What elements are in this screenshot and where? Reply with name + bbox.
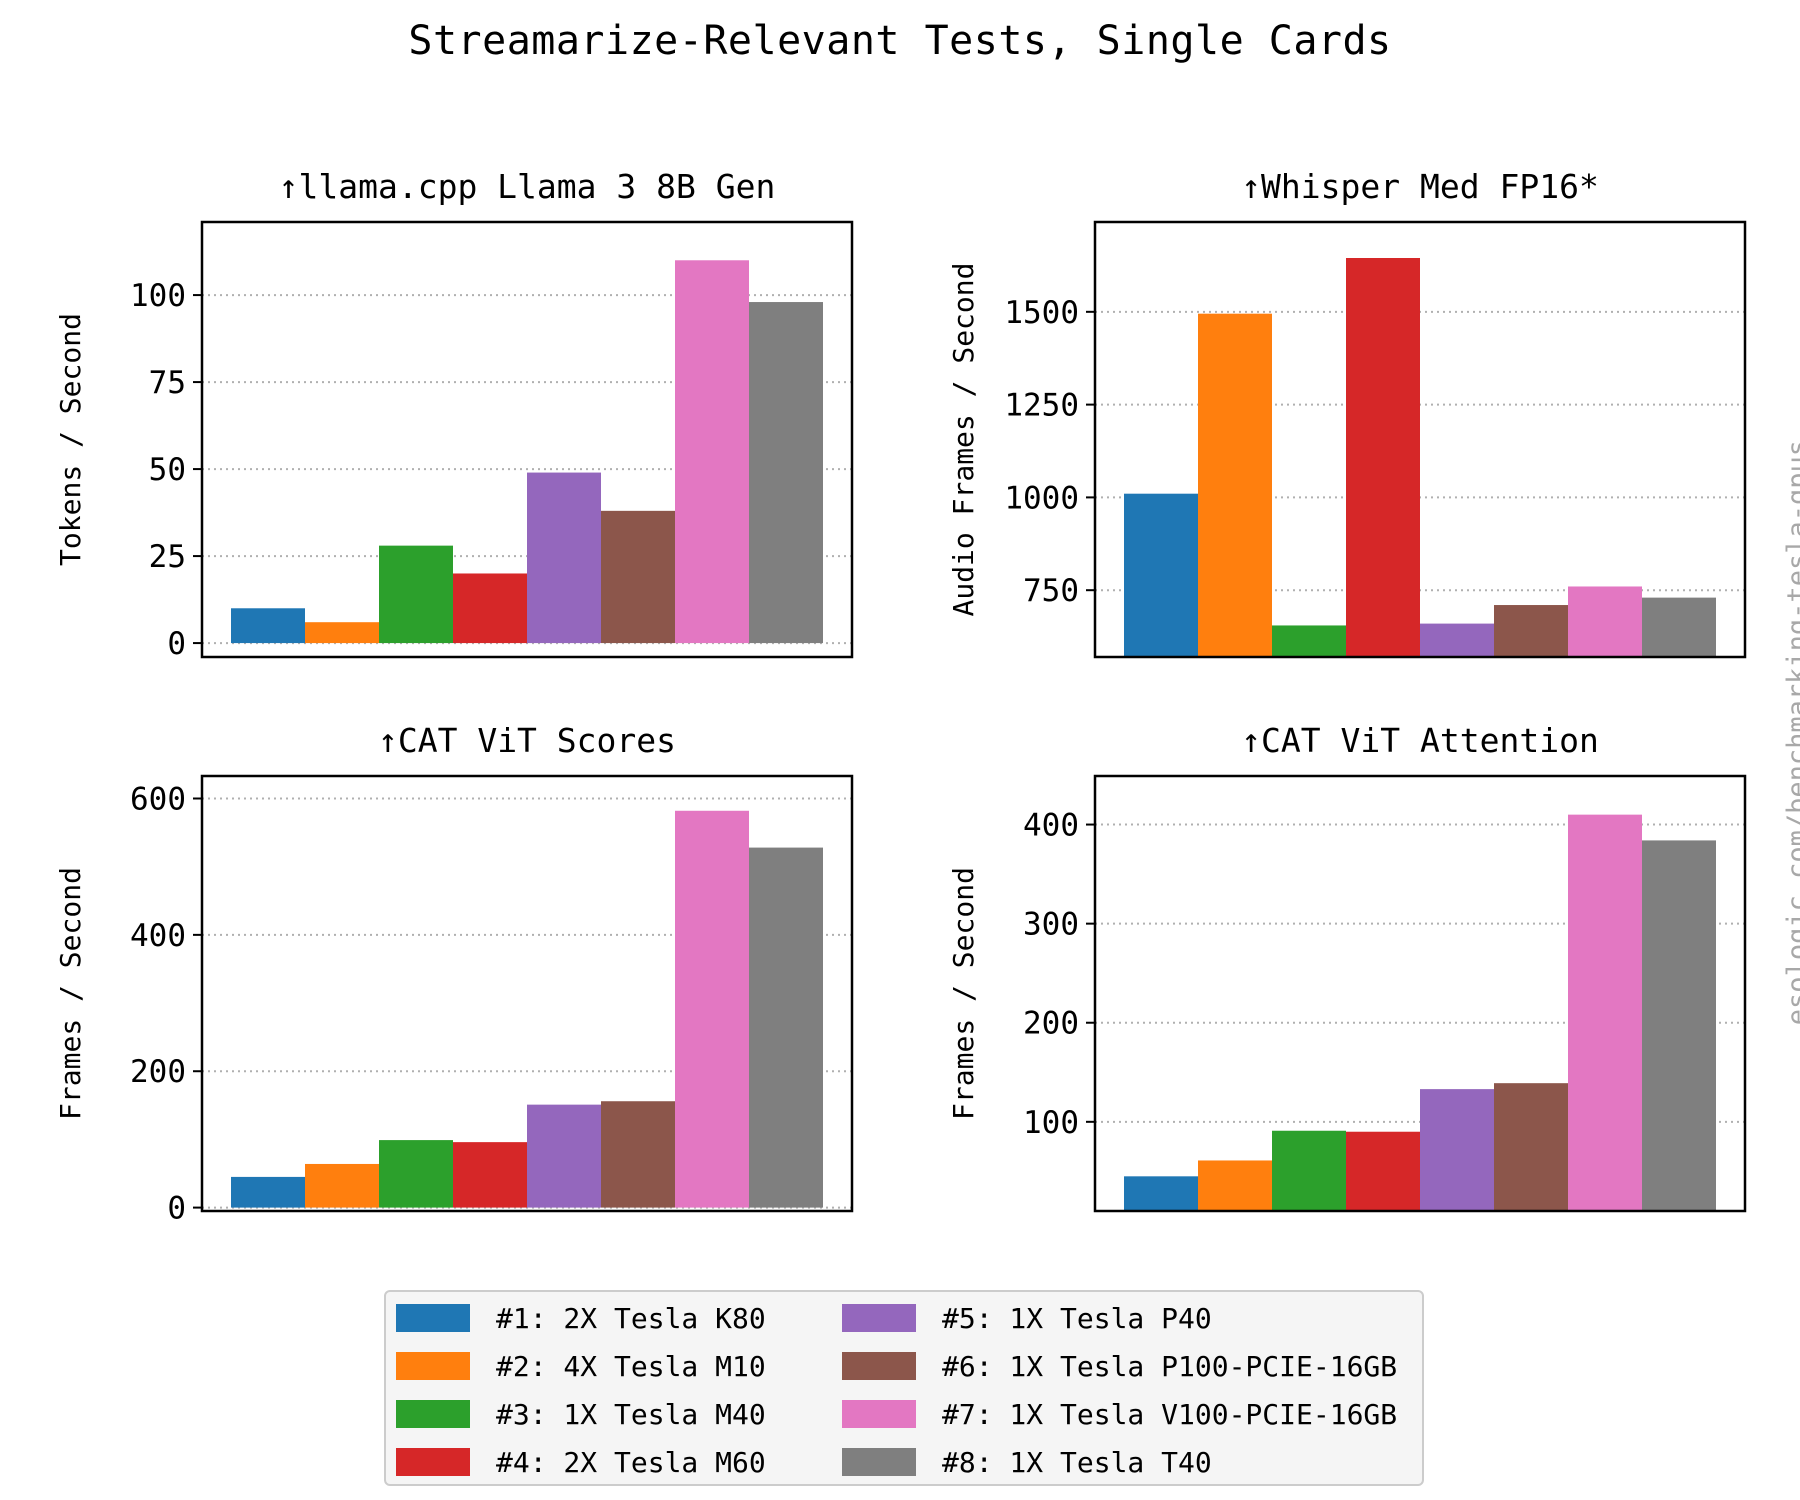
chart-1-ytick-label: 25 bbox=[149, 539, 186, 575]
chart-3-title: ↑CAT ViT Scores bbox=[378, 721, 676, 760]
chart-4-bar-2 bbox=[1198, 1160, 1272, 1211]
legend-item: #5: 1X Tesla P40 bbox=[842, 1301, 1212, 1335]
chart-3-ytick-label: 200 bbox=[130, 1054, 186, 1090]
legend-item: #4: 2X Tesla M60 bbox=[396, 1445, 766, 1479]
legend: #1: 2X Tesla K80 #2: 4X Tesla M10 #3: 1X T… bbox=[384, 1290, 1424, 1486]
chart-1-bar-3 bbox=[379, 545, 453, 644]
chart-3-bar-7 bbox=[675, 810, 749, 1208]
chart-2-bar-2 bbox=[1198, 313, 1272, 657]
chart-4-bar-8 bbox=[1642, 840, 1716, 1211]
chart-3-axes-frame bbox=[200, 774, 854, 1213]
chart-1-ytick-label: 75 bbox=[149, 365, 186, 401]
chart-1-bar-5 bbox=[527, 472, 601, 644]
chart-4-ytick-label: 100 bbox=[1023, 1105, 1079, 1141]
chart-4-axes-frame bbox=[1093, 774, 1747, 1213]
chart-2-ytick-label: 1000 bbox=[1004, 480, 1079, 516]
chart-3-bar-8 bbox=[749, 847, 823, 1208]
chart-1-title: ↑llama.cpp Llama 3 8B Gen bbox=[279, 167, 776, 206]
legend-label: #8: 1X Tesla T40 bbox=[942, 1445, 1212, 1479]
chart-4-title: ↑CAT ViT Attention bbox=[1241, 721, 1599, 760]
legend-item: #2: 4X Tesla M10 bbox=[396, 1349, 766, 1383]
chart-2-axes-frame bbox=[1093, 220, 1747, 659]
chart-2-bar-4 bbox=[1346, 258, 1420, 657]
chart-1-ytick-label: 0 bbox=[167, 626, 186, 662]
chart-4-bar-7 bbox=[1568, 814, 1642, 1211]
chart-3-ytick-label: 0 bbox=[167, 1191, 186, 1227]
chart-2-ytick-label: 750 bbox=[1023, 573, 1079, 609]
chart-2-ytick-label: 1250 bbox=[1004, 388, 1079, 424]
chart-1-ylabel: Tokens / Second bbox=[54, 313, 87, 566]
legend-item: #7: 1X Tesla V100-PCIE-16GB bbox=[842, 1397, 1398, 1431]
chart-4-ylabel: Frames / Second bbox=[947, 867, 980, 1120]
legend-label: #2: 4X Tesla M10 bbox=[496, 1349, 766, 1383]
chart-3-bar-6 bbox=[601, 1101, 675, 1208]
chart-3-bar-5 bbox=[527, 1104, 601, 1208]
chart-3-bar-4 bbox=[453, 1142, 527, 1208]
chart-2-ylabel: Audio Frames / Second bbox=[947, 262, 980, 616]
chart-3-ylabel: Frames / Second bbox=[54, 867, 87, 1120]
legend-label: #1: 2X Tesla K80 bbox=[496, 1301, 766, 1335]
legend-swatch bbox=[842, 1304, 916, 1332]
legend-label: #5: 1X Tesla P40 bbox=[942, 1301, 1212, 1335]
chart-1-bar-6 bbox=[601, 510, 675, 644]
chart-4-bar-5 bbox=[1420, 1089, 1494, 1211]
chart-3-bar-2 bbox=[305, 1163, 379, 1208]
chart-2-ytick-label: 1500 bbox=[1004, 295, 1079, 331]
chart-2-bar-5 bbox=[1420, 623, 1494, 657]
charts-svg: ↑llama.cpp Llama 3 8B Gen 0 25 50 75 100 Token… bbox=[54, 167, 1747, 1227]
chart-4-bar-4 bbox=[1346, 1131, 1420, 1211]
chart-1-axes-frame bbox=[200, 220, 854, 659]
chart-3-ytick-label: 400 bbox=[130, 918, 186, 954]
chart-2-bar-7 bbox=[1568, 586, 1642, 657]
chart-4-bar-3 bbox=[1272, 1130, 1346, 1211]
chart-4-ytick-label: 300 bbox=[1023, 907, 1079, 943]
legend-item: #1: 2X Tesla K80 bbox=[396, 1301, 766, 1335]
legend-swatch bbox=[396, 1400, 470, 1428]
chart-1-bar-2 bbox=[305, 622, 379, 644]
chart-3-bar-1 bbox=[231, 1176, 305, 1208]
legend-label: #6: 1X Tesla P100-PCIE-16GB bbox=[942, 1349, 1398, 1383]
legend-label: #7: 1X Tesla V100-PCIE-16GB bbox=[942, 1397, 1398, 1431]
chart-4-bar-1 bbox=[1124, 1176, 1198, 1211]
legend-item: #6: 1X Tesla P100-PCIE-16GB bbox=[842, 1349, 1398, 1383]
legend-swatch bbox=[396, 1304, 470, 1332]
chart-2-bar-6 bbox=[1494, 605, 1568, 657]
chart-3-ytick-label: 600 bbox=[130, 782, 186, 818]
chart-4-ytick-label: 400 bbox=[1023, 808, 1079, 844]
chart-1-ytick-label: 50 bbox=[149, 452, 186, 488]
legend-swatch bbox=[842, 1352, 916, 1380]
chart-2-bar-3 bbox=[1272, 625, 1346, 657]
chart-2-bar-1 bbox=[1124, 493, 1198, 657]
chart-1-bar-8 bbox=[749, 302, 823, 644]
chart-1-ytick-label: 100 bbox=[130, 278, 186, 314]
chart-2-bar-8 bbox=[1642, 597, 1716, 657]
legend-swatch bbox=[842, 1448, 916, 1476]
chart-4-bar-6 bbox=[1494, 1083, 1568, 1211]
chart-1-bar-4 bbox=[453, 573, 527, 644]
legend-item: #3: 1X Tesla M40 bbox=[396, 1397, 766, 1431]
legend-item: #8: 1X Tesla T40 bbox=[842, 1445, 1212, 1479]
chart-2-title: ↑Whisper Med FP16* bbox=[1241, 167, 1599, 206]
chart-4-ytick-label: 200 bbox=[1023, 1006, 1079, 1042]
chart-1-bar-7 bbox=[675, 260, 749, 644]
chart-3-bar-3 bbox=[379, 1140, 453, 1208]
legend-swatch bbox=[396, 1352, 470, 1380]
legend-swatch bbox=[842, 1400, 916, 1428]
legend-swatch bbox=[396, 1448, 470, 1476]
watermark-text: esologic.com/benchmarking-tesla-gpus bbox=[1782, 440, 1800, 1026]
legend-label: #3: 1X Tesla M40 bbox=[496, 1397, 766, 1431]
figure-title: Streamarize-Relevant Tests, Single Cards bbox=[408, 18, 1392, 64]
chart-1-bar-1 bbox=[231, 608, 305, 644]
legend-label: #4: 2X Tesla M60 bbox=[496, 1445, 766, 1479]
